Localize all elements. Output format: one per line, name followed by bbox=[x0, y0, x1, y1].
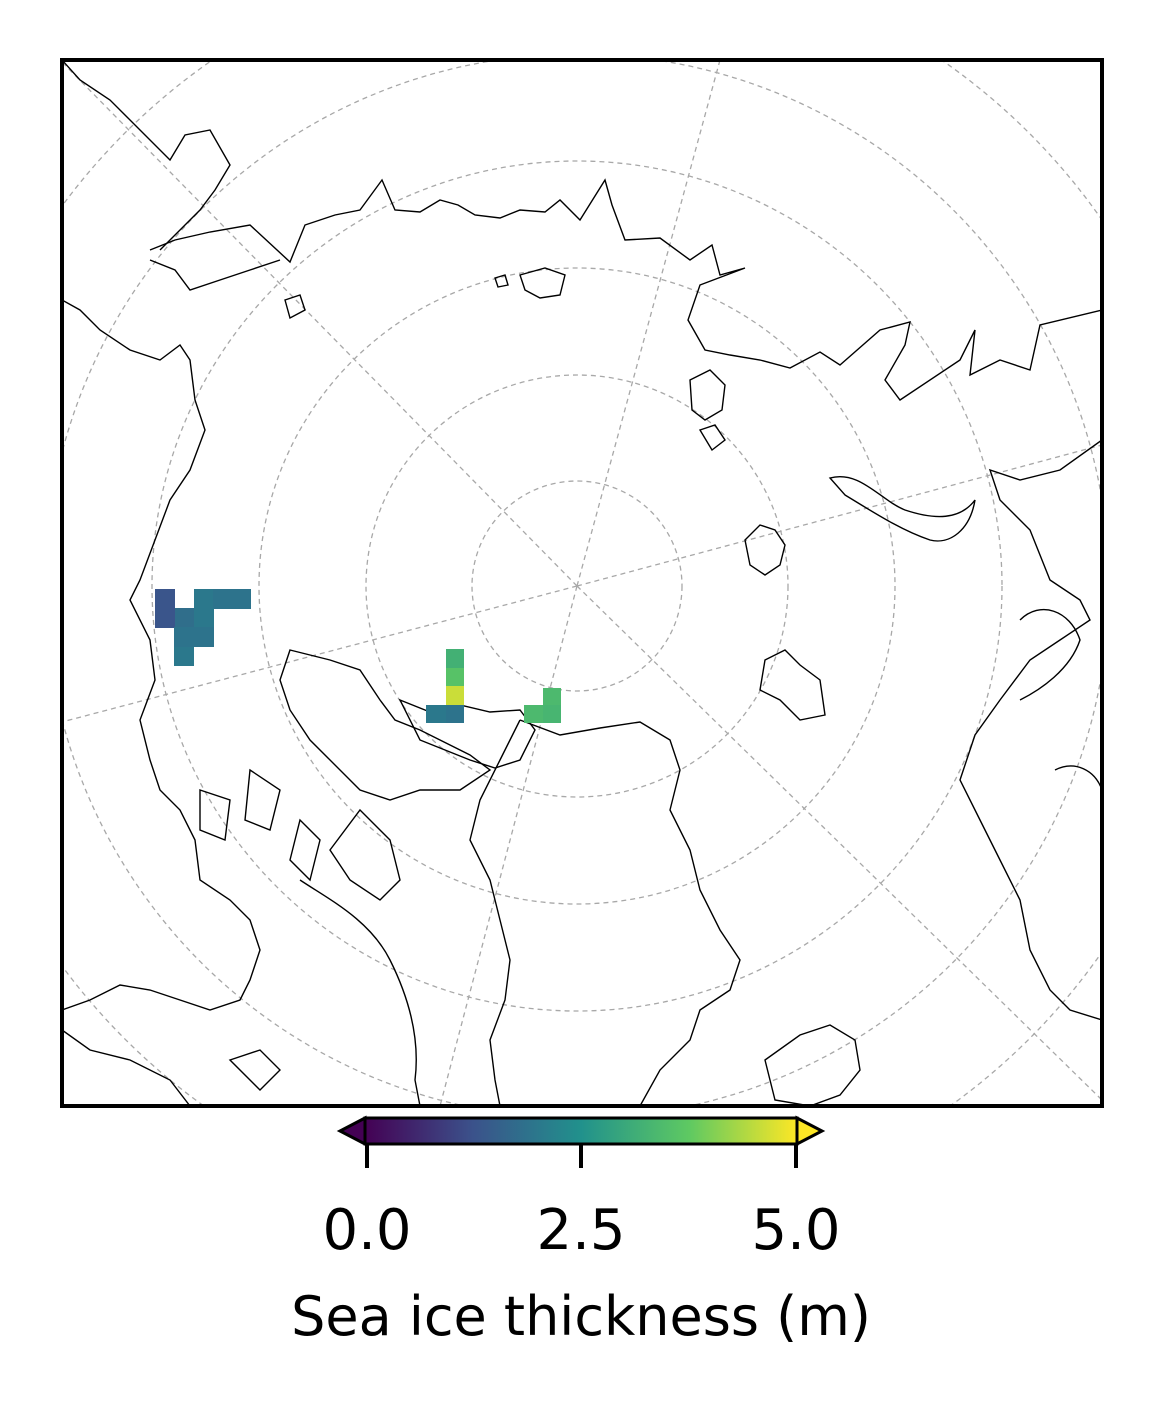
sea-ice-cell bbox=[524, 705, 543, 723]
sea-ice-cell bbox=[446, 649, 464, 668]
sea-ice-cell bbox=[543, 688, 561, 706]
colorbar bbox=[336, 1115, 826, 1168]
sea-ice-cell bbox=[543, 705, 561, 723]
sea-ice-cell bbox=[213, 589, 233, 609]
sea-ice-cell bbox=[446, 686, 464, 705]
colorbar-gradient bbox=[363, 1116, 799, 1146]
colorbar-max-extension bbox=[795, 1115, 826, 1147]
sea-ice-cell bbox=[155, 589, 175, 609]
map-frame bbox=[60, 58, 1104, 1108]
sea-ice-cell bbox=[194, 627, 214, 647]
colorbar-label: Sea ice thickness (m) bbox=[291, 1285, 871, 1348]
sea-ice-cell bbox=[174, 608, 194, 628]
sea-ice-cells bbox=[155, 589, 561, 723]
sea-ice-cell bbox=[174, 627, 194, 647]
colorbar-tick-label: 0.0 bbox=[322, 1198, 412, 1263]
coastlines bbox=[62, 60, 1102, 1106]
sea-ice-cell bbox=[155, 608, 175, 628]
sea-ice-cell bbox=[194, 608, 214, 628]
sea-ice-cell bbox=[446, 705, 464, 723]
colorbar-tick-label: 5.0 bbox=[751, 1198, 841, 1263]
sea-ice-cell bbox=[426, 705, 446, 723]
colorbar-min-extension bbox=[336, 1115, 367, 1147]
colorbar-tick-label: 2.5 bbox=[536, 1198, 626, 1263]
sea-ice-cell bbox=[174, 646, 194, 666]
sea-ice-cell bbox=[194, 589, 214, 609]
sea-ice-cell bbox=[232, 589, 251, 609]
sea-ice-cell bbox=[446, 668, 464, 687]
